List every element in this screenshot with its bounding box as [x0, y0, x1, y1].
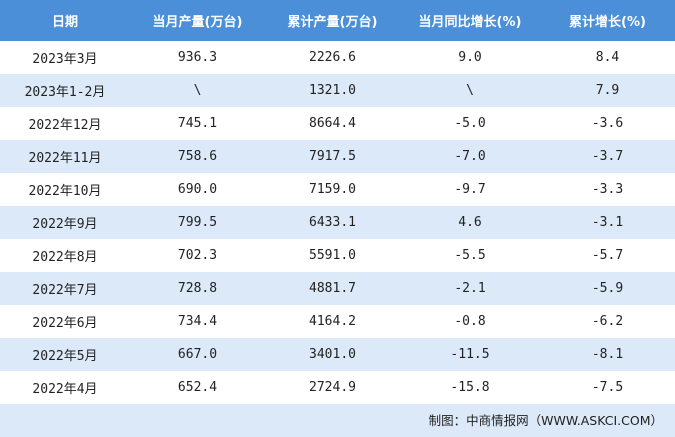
- table-cell: 690.0: [177, 182, 218, 197]
- table-cell: -8.1: [540, 338, 675, 371]
- header-cell: 当月同比增长(%): [400, 0, 540, 41]
- table-cell: 2022年10月: [28, 184, 102, 199]
- table-cell: -7.0: [400, 140, 540, 173]
- table-cell: 8664.4: [309, 116, 356, 131]
- table-cell: 7159.0: [309, 182, 356, 197]
- table-cell: -6.2: [591, 314, 624, 329]
- header-row: 日期 当月产量(万台) 累计产量(万台) 当月同比增长(%) 累计增长(%): [0, 0, 675, 41]
- table-row: 2022年7月 728.8 4881.7 -2.1 -5.9: [0, 272, 675, 305]
- table-row: 2022年12月 745.1 8664.4 -5.0 -3.6: [0, 107, 675, 140]
- table-row: 2022年5月 667.0 3401.0 -11.5 -8.1: [0, 338, 675, 371]
- header-cell: 当月产量(万台): [130, 0, 265, 41]
- table-cell: 2724.9: [309, 380, 356, 395]
- table-row: 2022年8月 702.3 5591.0 -5.5 -5.7: [0, 239, 675, 272]
- header-cell: 累计增长(%): [540, 0, 675, 41]
- table-cell: 2023年1-2月: [0, 74, 130, 107]
- table-cell: -5.0: [454, 116, 486, 131]
- table-cell: -3.6: [591, 116, 624, 131]
- table-cell: \: [130, 74, 265, 107]
- table-cell: -3.7: [540, 140, 675, 173]
- table-cell: 6433.1: [265, 206, 400, 239]
- table-row: 2023年1-2月 \ 1321.0 \ 7.9: [0, 74, 675, 107]
- table-cell: 652.4: [177, 380, 218, 395]
- table-cell: -9.7: [454, 182, 486, 197]
- table-cell: -5.5: [454, 248, 486, 263]
- table-body: 2023年3月 936.3 2226.6 9.0 8.4 2023年1-2月 \ 1321.0…: [0, 41, 675, 404]
- table-cell: 2022年6月: [32, 316, 98, 331]
- table-cell: 2022年4月: [32, 382, 98, 397]
- table-cell: 2022年5月: [0, 338, 130, 371]
- source-note: 制图：中商情报网（WWW.ASKCI.COM）: [0, 404, 675, 437]
- table-cell: \: [400, 74, 540, 107]
- table-cell: -0.8: [454, 314, 486, 329]
- table-cell: 1321.0: [265, 74, 400, 107]
- table-cell: 728.8: [130, 272, 265, 305]
- table-row: 2022年6月 734.4 4164.2 -0.8 -6.2: [0, 305, 675, 338]
- table-cell: 4881.7: [265, 272, 400, 305]
- table-cell: 4.6: [400, 206, 540, 239]
- table-row: 2022年11月 758.6 7917.5 -7.0 -3.7: [0, 140, 675, 173]
- table-cell: 2023年3月: [32, 52, 98, 67]
- table-cell: 702.3: [177, 248, 218, 263]
- header-cell: 累计产量(万台): [265, 0, 400, 41]
- table-cell: 799.5: [130, 206, 265, 239]
- table-cell: 2022年12月: [28, 118, 102, 133]
- table-cell: 667.0: [130, 338, 265, 371]
- table-cell: 734.4: [177, 314, 218, 329]
- data-table: 日期 当月产量(万台) 累计产量(万台) 当月同比增长(%) 累计增长(%) 2023年…: [0, 0, 675, 404]
- table-cell: 2022年9月: [0, 206, 130, 239]
- table-cell: 3401.0: [265, 338, 400, 371]
- table-cell: -7.5: [591, 380, 624, 395]
- table-row: 2023年3月 936.3 2226.6 9.0 8.4: [0, 41, 675, 74]
- table-cell: -2.1: [400, 272, 540, 305]
- table-cell: 8.4: [595, 50, 620, 65]
- table-cell: -11.5: [400, 338, 540, 371]
- table-cell: 745.1: [177, 116, 218, 131]
- table-cell: 5591.0: [309, 248, 356, 263]
- header-cell: 日期: [0, 0, 130, 41]
- table-row: 2022年9月 799.5 6433.1 4.6 -3.1: [0, 206, 675, 239]
- table-cell: -3.1: [540, 206, 675, 239]
- table-cell: 9.0: [458, 50, 482, 65]
- table-cell: 4164.2: [309, 314, 356, 329]
- table-cell: 2022年8月: [32, 250, 98, 265]
- table-row: 2022年4月 652.4 2724.9 -15.8 -7.5: [0, 371, 675, 404]
- table-cell: -5.7: [591, 248, 624, 263]
- table-cell: 7.9: [540, 74, 675, 107]
- table-cell: 7917.5: [265, 140, 400, 173]
- table-cell: 2226.6: [309, 50, 356, 65]
- table-row: 2022年10月 690.0 7159.0 -9.7 -3.3: [0, 173, 675, 206]
- table-cell: 936.3: [177, 50, 218, 65]
- table-cell: -5.9: [540, 272, 675, 305]
- table-cell: 758.6: [130, 140, 265, 173]
- table-cell: -3.3: [591, 182, 624, 197]
- table-cell: 2022年7月: [0, 272, 130, 305]
- table-cell: 2022年11月: [0, 140, 130, 173]
- table-cell: -15.8: [450, 380, 490, 395]
